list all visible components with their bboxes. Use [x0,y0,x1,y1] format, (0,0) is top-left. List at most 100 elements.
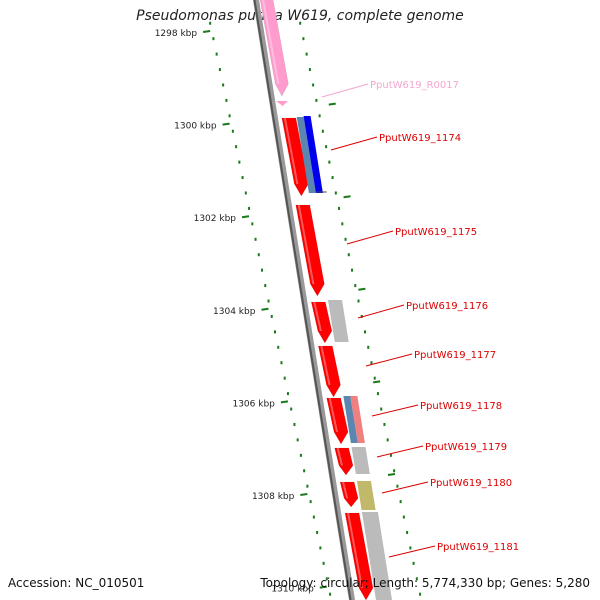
minor-tick [319,546,322,550]
minor-tick [306,484,309,488]
minor-tick [264,284,267,288]
minor-tick-outer [370,361,373,365]
gene-leader-8 [388,545,436,558]
minor-tick [212,37,215,41]
gene-cds-5 [334,447,354,476]
backbone-shadow [252,0,356,600]
minor-tick [296,438,299,442]
minor-tick-outer [302,37,305,41]
feature-grey-1181 [361,512,392,600]
tick-label: 1298 kbp [155,29,198,39]
minor-tick [241,176,244,180]
tick-label: 1300 kbp [174,122,217,132]
minor-tick [254,237,257,241]
minor-tick-outer [351,268,354,272]
gene-cds-7-shine [347,513,363,588]
minor-tick [248,206,251,210]
minor-tick-outer [357,299,360,303]
minor-tick-outer [399,500,402,504]
minor-tick-outer [334,191,337,195]
gene-leader-2 [346,230,394,245]
minor-tick [228,114,231,118]
minor-tick [235,145,238,149]
gene-label: PputW619_1179 [425,442,507,453]
minor-tick [273,330,276,334]
minor-tick-outer [338,206,341,210]
minor-tick-outer [341,222,344,226]
minor-tick-outer [367,345,370,349]
gene-cds-2 [311,301,333,344]
gene-leader-7 [381,481,429,494]
gene-cds-2-shine [313,302,322,331]
minor-tick-outer [325,145,328,149]
gene-cds-7 [344,512,374,600]
backbone-line [253,0,352,600]
minor-tick-outer [373,376,376,380]
minor-tick [209,21,212,25]
gene-label: PputW619_1177 [414,350,496,361]
minor-tick-outer [344,237,347,241]
tick-label: 1306 kbp [232,399,275,409]
major-tick-outer [343,195,351,199]
major-tick-outer [387,473,396,476]
minor-tick [322,561,325,565]
major-tick [261,307,269,311]
major-tick [319,585,327,589]
gene-cds-0-shine [283,118,299,184]
gene-leader-4 [365,353,413,367]
major-tick [300,493,308,496]
minor-tick-outer [299,21,302,25]
gene-label: PputW619_1180 [430,478,512,489]
gene-cds-6-shine [342,482,349,499]
major-tick [202,30,211,33]
minor-tick [286,392,289,396]
minor-tick-outer [312,83,315,87]
minor-tick [215,52,218,56]
topology-label: Topology: circular; Length: 5,774,330 bp… [260,576,590,590]
gene-label: PputW619_1174 [379,133,461,144]
minor-tick [316,530,319,534]
gene-leader-3 [357,304,405,319]
gene-rna-tail [276,101,288,106]
feature-blue-1174 [303,116,323,193]
gene-cds-1 [295,204,325,297]
minor-tick [277,345,280,349]
minor-tick [309,500,312,504]
gene-label: PputW619_1178 [420,401,502,412]
gene-leader-1 [330,136,378,151]
minor-tick [238,160,241,164]
minor-tick [222,83,225,87]
major-tick [280,400,289,404]
minor-tick [303,469,306,473]
minor-tick-outer [383,422,386,426]
major-tick [222,122,230,126]
minor-tick-outer [376,392,379,396]
minor-tick-outer [409,546,412,550]
minor-tick [283,376,286,380]
tick-label: 1310 kbp [271,585,314,595]
accession-label: Accession: NC_010501 [8,576,145,590]
minor-tick [251,222,254,226]
gene-cds-5-shine [336,448,343,466]
minor-tick [225,98,228,102]
major-tick-outer [358,287,366,291]
minor-tick [290,407,293,411]
gene-label: PputW619_1181 [437,542,519,553]
minor-tick-outer [380,407,383,411]
minor-tick-outer [331,176,334,180]
minor-tick-outer [328,160,331,164]
minor-tick [312,515,315,519]
minor-tick [299,453,302,457]
gene-cds-4-shine [328,398,339,432]
minor-tick [218,68,221,72]
gene-cds-3-shine [320,346,331,385]
gene-cds-3 [318,345,341,398]
gene-leader-0 [321,83,369,98]
minor-tick-outer [396,484,399,488]
minor-tick-outer [305,52,308,56]
gene-cds-6 [339,481,359,508]
minor-tick-outer [318,114,321,118]
minor-tick [231,129,234,133]
minor-tick [244,191,247,195]
